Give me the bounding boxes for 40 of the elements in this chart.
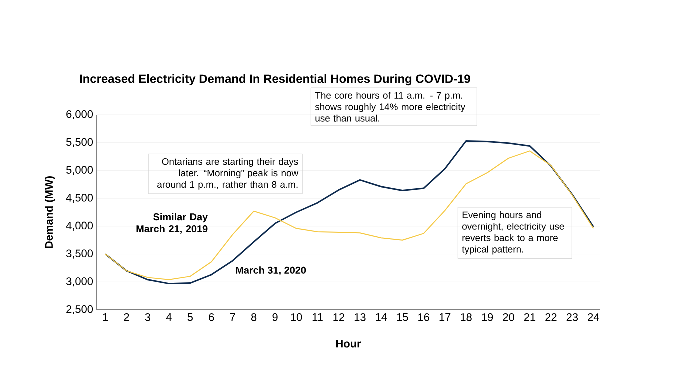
x-tick-label: 15	[397, 314, 408, 322]
x-tick-label: 1	[103, 314, 108, 322]
y-tick-label: 5,000	[66, 166, 94, 176]
x-tick-label: 12	[334, 314, 345, 322]
x-tick-label: 4	[166, 314, 172, 322]
series-label: March 31, 2020	[236, 266, 306, 276]
x-tick-label: 6	[209, 314, 214, 322]
x-tick-label: 7	[230, 314, 236, 322]
y-tick-label: 2,500	[66, 305, 94, 315]
x-tick-label: 23	[566, 314, 578, 322]
y-tick-label: 4,000	[66, 222, 94, 231]
x-tick-label: 19	[482, 314, 494, 322]
x-tick-label: 20	[503, 314, 514, 322]
x-tick-label: 5	[188, 314, 193, 322]
annotation: Ontarians are starting their days later. “Morning” peak is now around 1 p.m., rather than 8 a.m.	[158, 158, 299, 190]
annotation: The core hours of 11 a.m. - 7 p.m. shows roughly 14% more electricity use than usual.	[315, 92, 466, 122]
y-tick-label: 5,500	[66, 138, 94, 148]
y-tick-label: 3,500	[66, 250, 94, 259]
y-tick-label: 4,500	[66, 194, 94, 204]
x-tick-label: 24	[588, 314, 600, 322]
x-tick-label: 18	[461, 314, 472, 322]
x-tick-label: 11	[312, 314, 323, 322]
y-axis-title: Demand (MW)	[45, 176, 56, 248]
x-tick-label: 17	[440, 314, 451, 322]
y-tick-label: 3,000	[66, 278, 94, 287]
annotation: Evening hours and overnight, electricity use reverts back to a more typical pattern.	[462, 212, 564, 255]
text: Similar Day March 21, 2019	[136, 213, 208, 234]
y-tick-label: 6,000	[66, 110, 94, 120]
x-tick-label: 14	[376, 314, 388, 322]
x-tick-label: 10	[291, 314, 302, 322]
chart-title: Increased Electricity Demand In Residential Homes During COVID-19	[80, 74, 470, 86]
x-tick-label: 2	[124, 314, 130, 322]
x-axis-title: Hour	[336, 340, 362, 348]
x-tick-label: 3	[145, 314, 151, 322]
x-tick-label: 13	[354, 314, 366, 322]
x-tick-label: 9	[272, 314, 278, 322]
x-tick-label: 21	[524, 314, 536, 322]
x-tick-label: 8	[251, 314, 257, 322]
x-tick-label: 22	[546, 314, 557, 322]
x-tick-label: 16	[418, 314, 430, 322]
